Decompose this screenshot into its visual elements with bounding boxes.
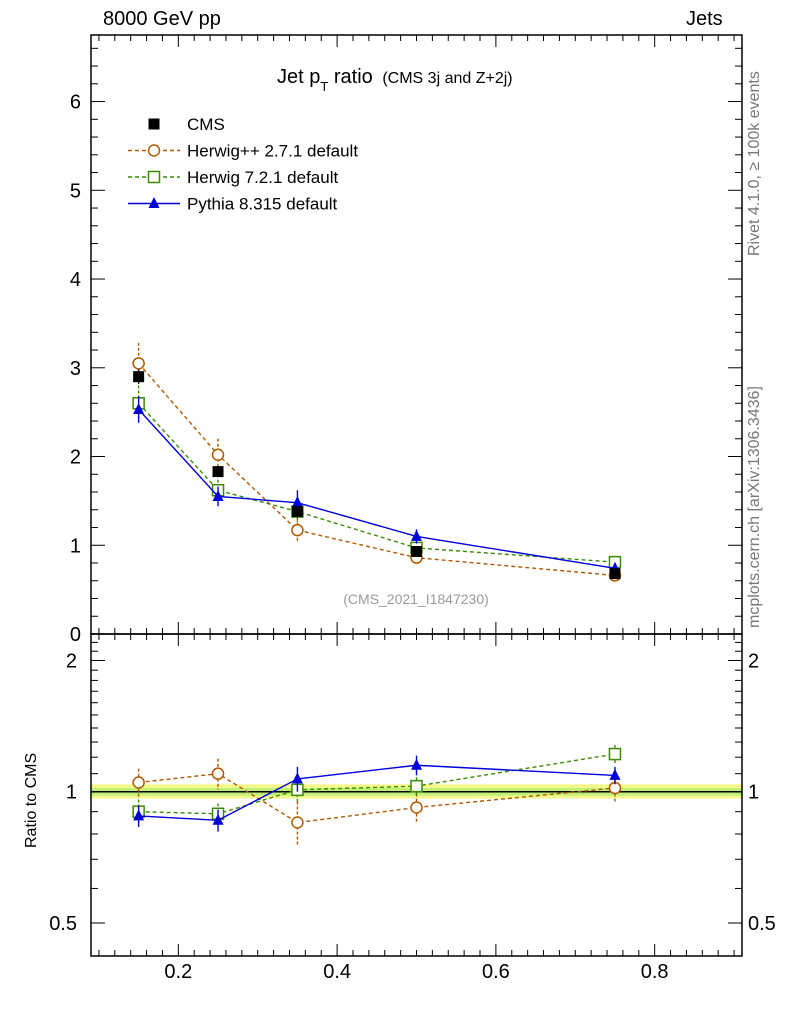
legend-entry: Pythia 8.315 default: [128, 195, 338, 214]
ratio-y-axis-label: Ratio to CMS: [23, 753, 40, 848]
x-tick-label: 0.8: [641, 961, 669, 983]
legend-marker: [148, 197, 160, 208]
title-rest: ratio: [328, 66, 372, 88]
legend-entry: Herwig++ 2.7.1 default: [128, 142, 358, 161]
ratio-point: [133, 809, 145, 821]
x-tick-label: 0.4: [323, 961, 351, 983]
data-point: [411, 529, 422, 541]
series-layer: [132, 342, 622, 847]
title-subscript: T: [320, 79, 328, 94]
ratio-y-tick-label-right: 1: [748, 782, 759, 804]
legend: CMS Herwig++ 2.7.1 default Herwig 7.2.1 de…: [128, 115, 358, 214]
series-3: [133, 396, 621, 832]
analysis-watermark: (CMS_2021_I1847230): [343, 591, 489, 607]
legend-marker: [147, 144, 161, 157]
legend-label: Pythia 8.315 default: [187, 195, 338, 214]
data-point: [133, 402, 145, 414]
ratio-panel-frame: [90, 633, 743, 957]
data-point: [411, 545, 422, 557]
x-tick-label: 0.6: [482, 961, 510, 983]
ratio-point: [608, 747, 622, 761]
data-point: [212, 489, 224, 501]
ratio-y-tick-label: 0.5: [49, 913, 77, 935]
series-line: [138, 362, 616, 577]
x-tick-label: 0.2: [164, 961, 192, 983]
ratio-point: [410, 801, 423, 814]
data-point: [609, 568, 621, 580]
y-tick-label: 5: [70, 180, 81, 202]
ratio-point: [410, 779, 423, 793]
legend-entry: CMS: [148, 115, 225, 134]
legend-marker: [147, 170, 161, 184]
ratio-point: [132, 776, 145, 789]
data-point: [132, 357, 145, 370]
ratio-point: [211, 767, 225, 780]
ratio-point: [291, 772, 303, 784]
ratio-line: [138, 772, 616, 824]
title-main: Jet p: [277, 66, 320, 88]
data-point: [291, 523, 304, 537]
collision-label: 8000 GeV pp: [103, 8, 221, 30]
y-tick-label: 3: [70, 358, 81, 380]
ratio-y-tick-label: 1: [66, 782, 77, 804]
y-tick-label: 6: [70, 92, 81, 114]
legend-entry: Herwig 7.2.1 default: [128, 168, 338, 187]
ratio-point: [291, 816, 304, 829]
y-tick-label: 4: [70, 269, 81, 291]
y-tick-label: 2: [70, 447, 81, 469]
data-point: [133, 371, 145, 383]
data-point: [212, 466, 224, 478]
chart-title: Jet pT ratio (CMS 3j and Z+2j): [277, 66, 513, 94]
ratio-y-tick-label-right: 2: [748, 650, 759, 672]
ratio-y-tick-label-right: 0.5: [748, 913, 776, 935]
process-label: Jets: [686, 8, 723, 30]
ratio-line: [138, 753, 616, 815]
series-line: [138, 409, 616, 570]
data-point: [291, 496, 303, 508]
legend-label: CMS: [187, 115, 225, 134]
series-line: [138, 402, 616, 563]
data-point: [291, 506, 303, 518]
y-tick-label: 0: [70, 624, 81, 646]
legend-marker: [148, 118, 160, 130]
ratio-point: [609, 768, 621, 780]
series-0: [133, 369, 621, 580]
ratio-y-tick-label: 2: [66, 650, 77, 672]
legend-label: Herwig++ 2.7.1 default: [187, 142, 358, 161]
ratio-point: [212, 813, 224, 825]
data-point: [211, 448, 225, 461]
title-paren: (CMS 3j and Z+2j): [382, 70, 512, 87]
legend-label: Herwig 7.2.1 default: [187, 168, 338, 187]
y-tick-label: 1: [70, 535, 81, 557]
ratio-point: [411, 758, 422, 770]
